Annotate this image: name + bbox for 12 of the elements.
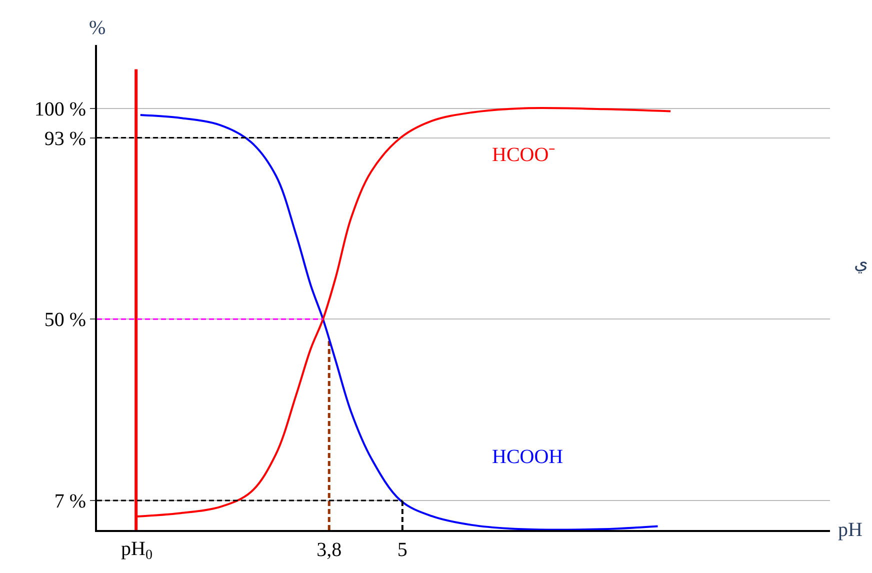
text: ي [854,253,868,274]
y-axis-title: % [89,17,106,39]
y-tick-label: 50 % [44,309,86,332]
x-axis-title: pH [838,519,862,541]
y-tick-label: 93 % [44,128,86,150]
y-tick-label: 7 % [54,490,86,512]
y-tick-label: 100 % [34,98,86,120]
ref-line-label: pH$_{0}$ [121,538,152,564]
x-tick-label: 5 [397,539,408,561]
text: HCOOH [492,446,564,468]
series-label: HCOO⁻ [492,144,556,166]
x-tick-label: 3,8 [316,539,342,561]
